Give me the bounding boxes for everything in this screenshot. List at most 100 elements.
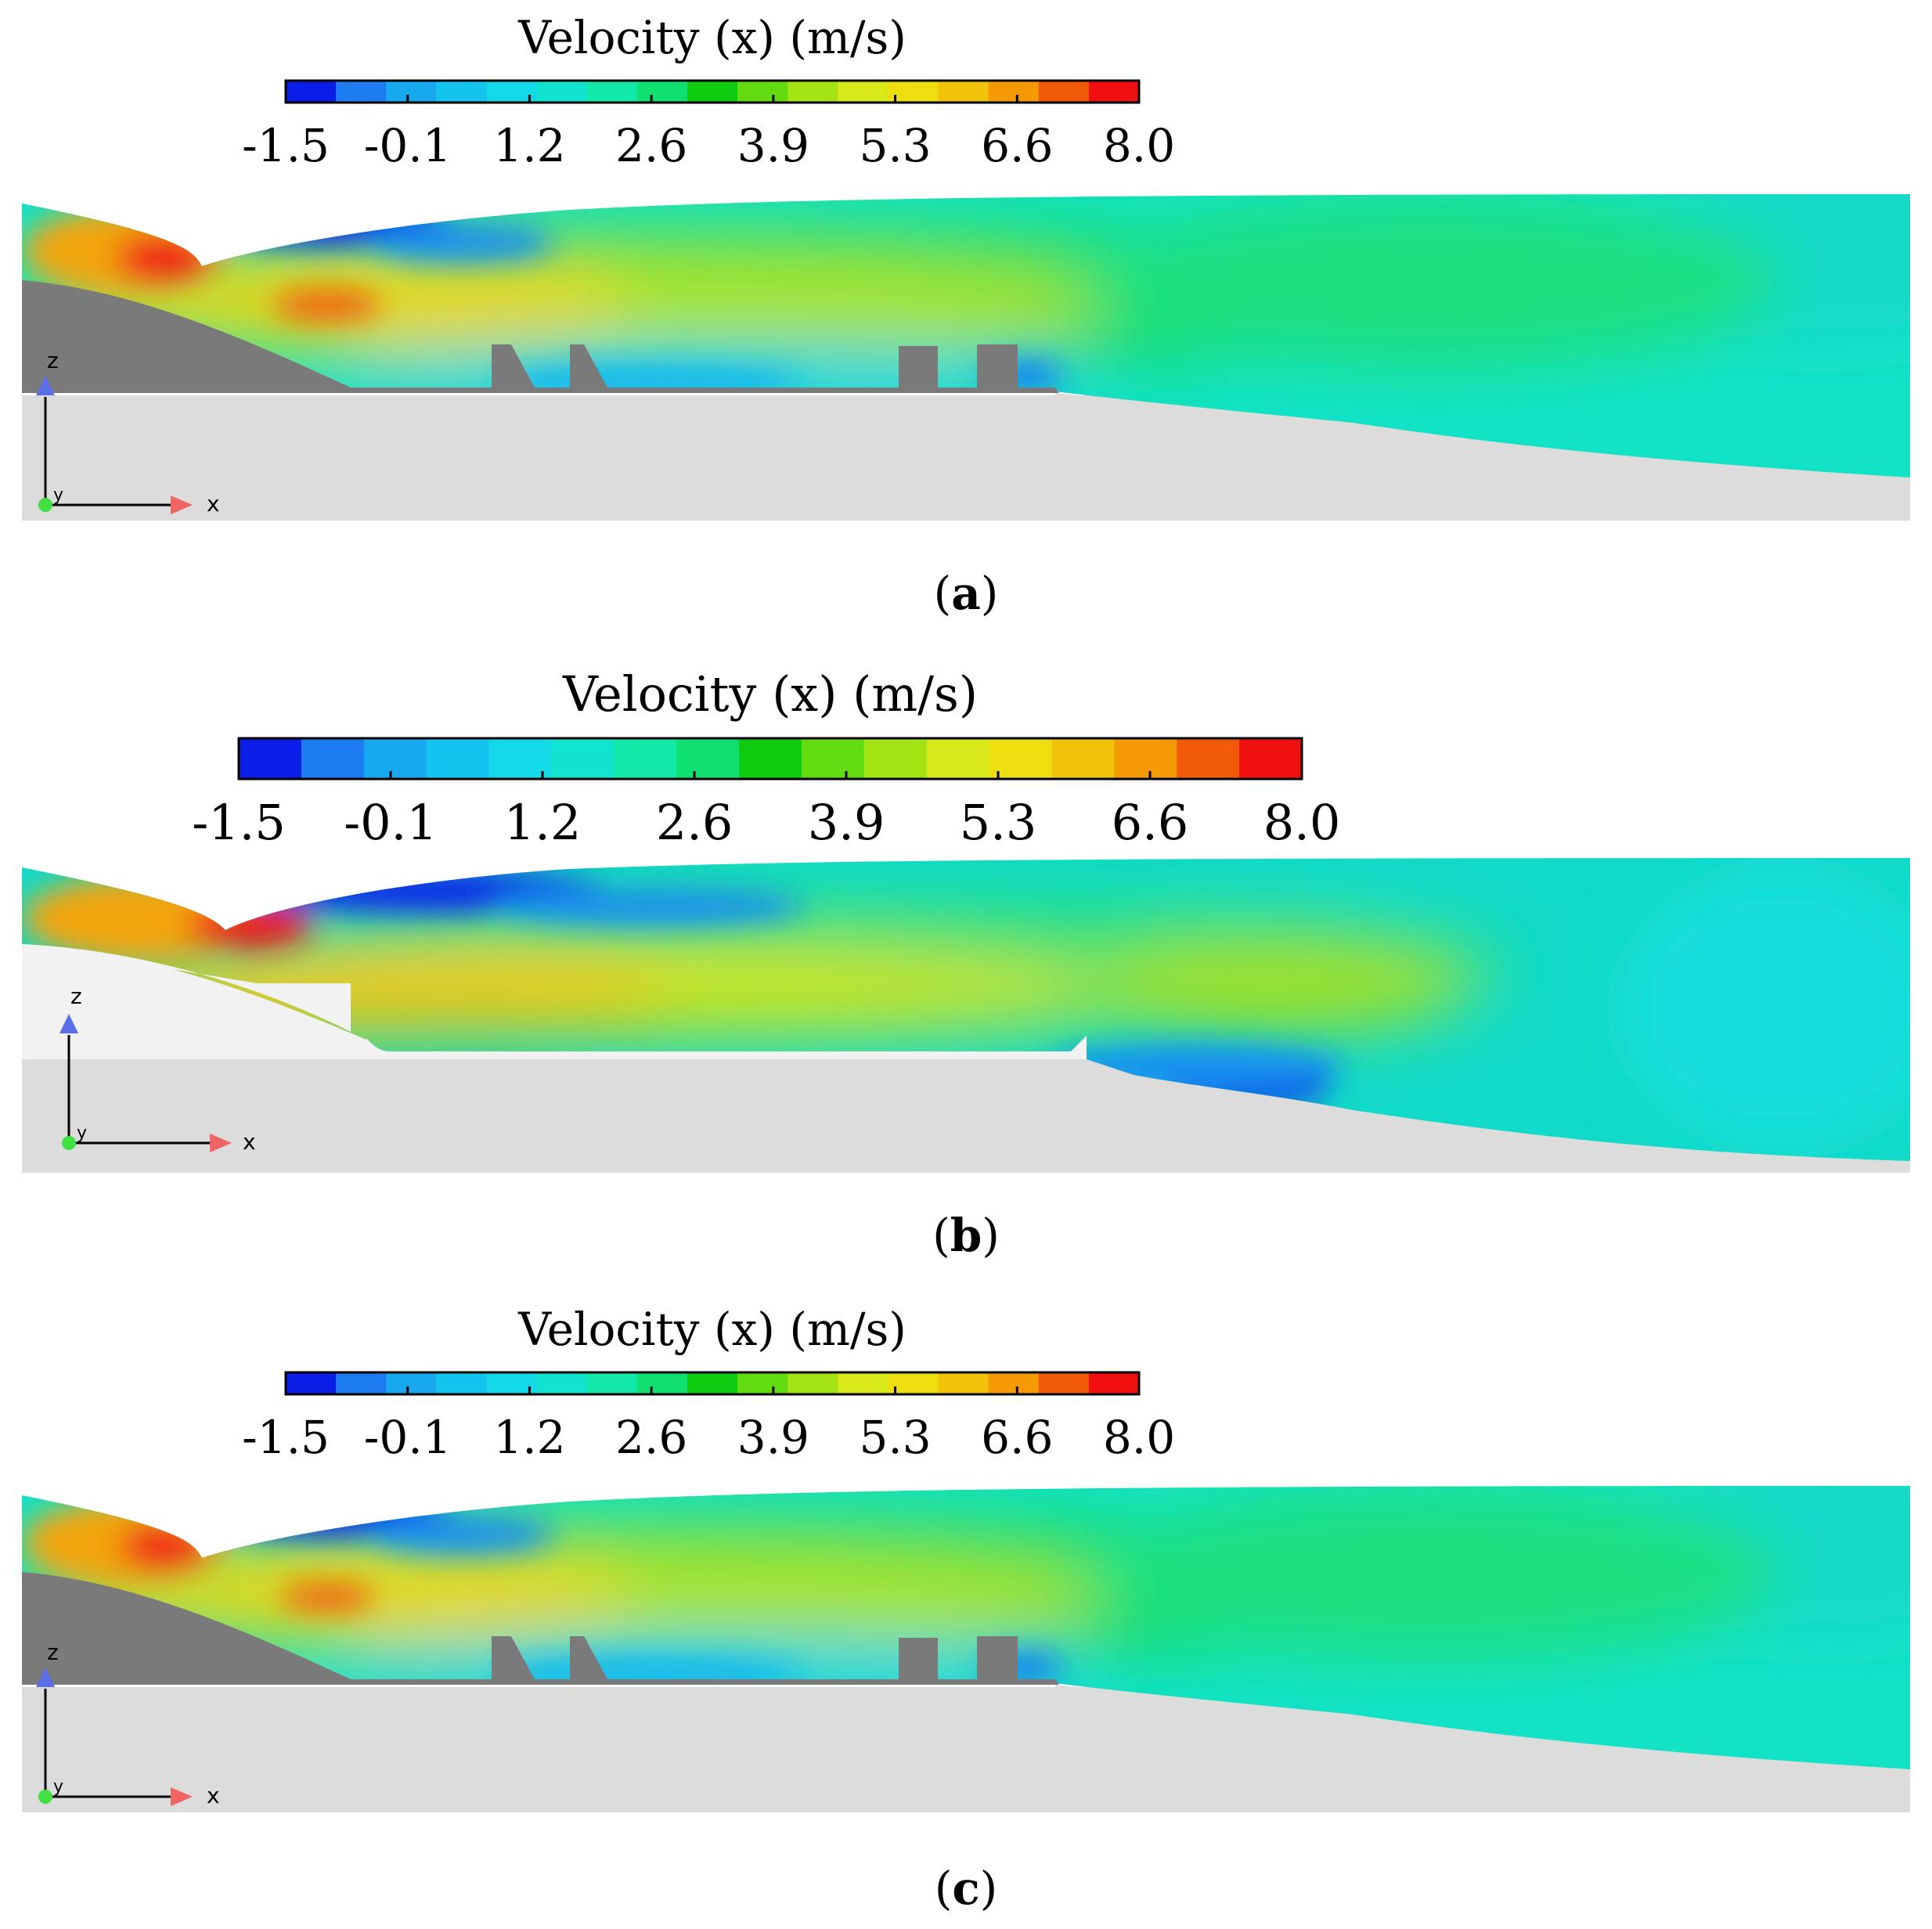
origin-icon: [62, 1136, 76, 1150]
svg-text:y: y: [53, 1777, 63, 1797]
colorbar-b: Velocity (x) (m/s) -1.5 -0.1 1.2 2.6 3.9 5.3 6.…: [192, 665, 1340, 851]
colorbar-swatch: [888, 81, 939, 103]
colorbar-tick-label: 3.9: [737, 1411, 809, 1464]
colorbar-swatch: [636, 1372, 688, 1394]
x-arrow-icon: [171, 496, 193, 514]
axis-triad-a: z y x: [36, 348, 220, 517]
colorbar-tick-label: 2.6: [615, 119, 687, 172]
colorbar-tick-label: -1.5: [242, 1411, 330, 1464]
colorbar-swatch: [926, 738, 990, 779]
svg-text:z: z: [70, 983, 82, 1009]
colorbar-swatch: [739, 738, 802, 779]
colorbar-swatch: [586, 1372, 638, 1394]
colorbar-tick-label: -0.1: [344, 794, 438, 851]
colorbar-tick-label: 6.6: [1112, 794, 1189, 851]
colorbar-swatch: [536, 81, 588, 103]
colorbar-swatch: [1038, 1372, 1090, 1394]
colorbar-swatch: [239, 738, 302, 779]
colorbar-swatch: [614, 738, 677, 779]
axis-triad-b: z y x: [59, 983, 256, 1155]
colorbar-swatch: [1114, 738, 1177, 779]
z-arrow-icon: [59, 1014, 78, 1033]
colorbar-swatch: [586, 81, 638, 103]
colorbar-frame: [284, 79, 1141, 104]
svg-text:y: y: [77, 1123, 87, 1143]
colorbar-tick-label: 1.2: [493, 1411, 565, 1464]
flow-field-b: [22, 858, 1910, 1173]
colorbar-swatch: [363, 738, 427, 779]
panel-a: Velocity (x) (m/s) -1.5 -0.1 1.2 2.6 3.9 5.3 6.…: [22, 11, 1910, 620]
colorbar-swatch: [863, 738, 928, 779]
colorbar-tick-label: -1.5: [192, 794, 286, 851]
caption-c: (c): [935, 1862, 998, 1915]
colorbar-tick-label: 5.3: [859, 119, 931, 172]
colorbar-swatch: [1038, 81, 1090, 103]
colorbar-c: Velocity (x) (m/s) -1.5 -0.1 1.2 2.6 3.9 5.3 6.…: [242, 1303, 1175, 1464]
colorbar-swatch: [286, 1372, 337, 1394]
colorbar-swatch: [938, 81, 989, 103]
svg-text:x: x: [243, 1129, 256, 1155]
caption-b: (b): [932, 1209, 1000, 1262]
colorbar-swatch: [838, 81, 889, 103]
panel-b: Velocity (x) (m/s) -1.5 -0.1 1.2 2.6 3.9 5.3 6.…: [22, 665, 1910, 1262]
colorbar-swatch: [426, 738, 490, 779]
block-1-a: [899, 346, 938, 388]
colorbar-tick-label: 5.3: [960, 794, 1037, 851]
x-arrow-icon: [210, 1134, 232, 1152]
colorbar-title: Velocity (x) (m/s): [562, 665, 978, 723]
colorbar-swatch: [687, 1372, 738, 1394]
svg-text:x: x: [207, 1783, 220, 1808]
colorbar-swatch: [301, 738, 365, 779]
origin-icon: [38, 498, 52, 512]
colorbar-tick-label: -0.1: [364, 119, 452, 172]
svg-text:x: x: [207, 491, 220, 517]
colorbar-tick-label: 1.2: [504, 794, 582, 851]
colorbar-frame: [284, 1371, 1141, 1396]
svg-text:y: y: [53, 485, 63, 505]
block-2-a: [977, 344, 1018, 388]
colorbar-tick-label: 5.3: [859, 1411, 931, 1464]
origin-icon: [38, 1790, 52, 1804]
colorbar-tick-label: 1.2: [493, 119, 565, 172]
baffle-1-a: [492, 344, 535, 388]
colorbar-title: Velocity (x) (m/s): [517, 1303, 907, 1356]
colorbar-swatch: [988, 81, 1040, 103]
colorbar-title: Velocity (x) (m/s): [517, 11, 907, 64]
colorbar-swatch: [536, 1372, 588, 1394]
colorbar-swatch: [989, 738, 1052, 779]
colorbar-tick-label: -1.5: [242, 119, 330, 172]
svg-text:z: z: [47, 1639, 59, 1665]
colorbar-swatch: [286, 81, 337, 103]
colorbar-tick-label: 8.0: [1103, 1411, 1175, 1464]
colorbar-tick-label: 8.0: [1103, 119, 1175, 172]
colorbar-swatch: [788, 81, 838, 103]
colorbar-tick-label: 8.0: [1263, 794, 1341, 851]
x-arrow-icon: [171, 1787, 193, 1806]
colorbar-swatch: [938, 1372, 989, 1394]
colorbar-tick-label: 6.6: [981, 119, 1053, 172]
colorbar-tick-label: 6.6: [981, 1411, 1053, 1464]
baffle-2-c: [570, 1636, 607, 1679]
axis-triad-c: z y x: [36, 1639, 220, 1808]
colorbar-swatch: [436, 81, 487, 103]
colorbar-swatch: [988, 1372, 1040, 1394]
colorbar-tick-label: 3.9: [737, 119, 809, 172]
colorbar-swatch: [551, 738, 615, 779]
svg-text:z: z: [47, 348, 59, 373]
colorbar-a: Velocity (x) (m/s) -1.5 -0.1 1.2 2.6 3.9 5.3 6.…: [242, 11, 1175, 172]
colorbar-swatch: [737, 1372, 788, 1394]
colorbar-swatch: [436, 1372, 487, 1394]
dam-structure-a: [22, 280, 1059, 393]
colorbar-swatch: [838, 1372, 889, 1394]
colorbar-swatch: [386, 81, 437, 103]
colorbar-frame: [237, 737, 1303, 781]
colorbar-swatch: [687, 81, 738, 103]
colorbar-tick-label: -0.1: [364, 1411, 452, 1464]
z-arrow-icon: [36, 376, 55, 395]
colorbar-tick-label: 3.9: [808, 794, 885, 851]
block-2-c: [977, 1636, 1018, 1679]
flow-field-c: [22, 1486, 1910, 1812]
baffle-2-a: [570, 344, 607, 388]
baffle-1-c: [492, 1636, 535, 1679]
riverbed-b: [1087, 1059, 1910, 1173]
